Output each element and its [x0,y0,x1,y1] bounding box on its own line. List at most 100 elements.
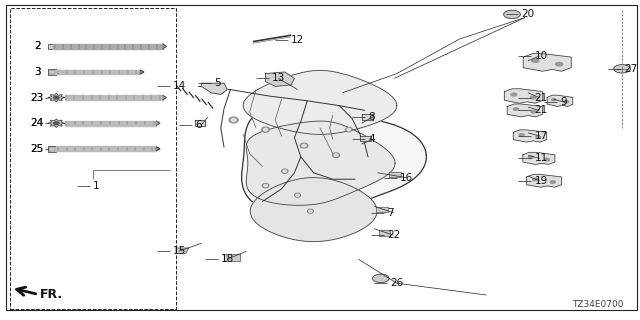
Bar [48,44,54,49]
Polygon shape [156,147,160,151]
Ellipse shape [264,128,268,131]
Text: 26: 26 [390,278,404,288]
Bar [49,70,55,74]
Text: 19: 19 [534,176,548,186]
Ellipse shape [307,209,314,213]
Circle shape [550,181,556,183]
Polygon shape [504,89,543,103]
Polygon shape [547,95,573,106]
Bar [48,146,56,152]
Bar [10,8,176,309]
Ellipse shape [346,127,352,132]
Ellipse shape [229,117,238,123]
Polygon shape [224,254,240,261]
Polygon shape [379,230,390,236]
Circle shape [564,101,569,103]
Circle shape [504,10,520,19]
Text: 21: 21 [534,105,548,116]
Text: 22: 22 [387,230,401,240]
Text: 21: 21 [534,92,548,103]
Polygon shape [524,53,571,71]
Text: 8: 8 [368,112,374,122]
Text: 23: 23 [31,92,44,103]
Text: 13: 13 [272,73,285,84]
Text: 12: 12 [291,35,305,45]
Text: 20: 20 [522,9,535,20]
Text: 3: 3 [34,67,40,77]
Polygon shape [250,178,377,242]
Polygon shape [48,119,65,127]
Text: 18: 18 [221,254,234,264]
Text: 23: 23 [31,92,44,103]
Text: FR.: FR. [40,288,63,301]
Polygon shape [156,121,160,125]
Text: TZ34E0700: TZ34E0700 [573,300,624,309]
Ellipse shape [333,153,339,157]
Ellipse shape [296,194,299,196]
Ellipse shape [282,169,288,173]
Bar [49,147,55,150]
Polygon shape [360,136,371,141]
Text: 27: 27 [624,64,637,74]
Ellipse shape [295,193,301,197]
Text: 24: 24 [31,118,44,128]
Text: 15: 15 [173,246,186,256]
Polygon shape [507,104,543,117]
Polygon shape [163,44,166,49]
Text: 7: 7 [387,208,394,218]
Circle shape [536,136,541,139]
Circle shape [556,62,563,66]
Text: 16: 16 [400,172,413,183]
Polygon shape [266,72,294,86]
Ellipse shape [334,154,338,156]
Circle shape [614,65,630,73]
Circle shape [519,133,524,136]
Polygon shape [202,83,227,94]
Circle shape [511,93,517,96]
Polygon shape [242,105,426,212]
Ellipse shape [262,183,269,188]
Text: 1: 1 [93,180,99,191]
Text: 5: 5 [214,78,221,88]
Text: 17: 17 [534,131,548,141]
Polygon shape [163,95,166,100]
Text: 9: 9 [560,97,566,108]
Circle shape [54,96,59,99]
Ellipse shape [302,144,306,147]
Polygon shape [513,130,547,142]
Text: 6: 6 [195,120,202,130]
Polygon shape [48,93,65,102]
Polygon shape [176,248,189,253]
Text: 11: 11 [534,153,548,164]
Polygon shape [526,174,562,187]
Ellipse shape [231,118,236,122]
Text: 14: 14 [173,81,186,92]
Polygon shape [195,120,205,126]
Circle shape [529,156,533,158]
Circle shape [545,158,549,161]
Circle shape [532,59,539,62]
Text: 4: 4 [368,134,374,144]
Ellipse shape [300,143,308,148]
Circle shape [372,274,389,283]
Circle shape [513,108,518,110]
Circle shape [54,122,59,124]
Polygon shape [243,70,397,134]
Text: 25: 25 [31,144,44,154]
Polygon shape [140,70,144,74]
Polygon shape [376,207,388,212]
Circle shape [531,110,536,113]
Circle shape [532,178,538,181]
Text: 2: 2 [34,41,40,52]
Ellipse shape [283,170,287,172]
Bar [48,69,56,75]
Ellipse shape [264,184,268,187]
Text: 24: 24 [31,118,44,128]
Polygon shape [246,121,395,205]
Polygon shape [389,172,401,177]
Polygon shape [523,152,555,164]
Circle shape [530,96,536,99]
Polygon shape [362,114,373,120]
Ellipse shape [309,210,312,212]
Text: 25: 25 [31,144,44,154]
